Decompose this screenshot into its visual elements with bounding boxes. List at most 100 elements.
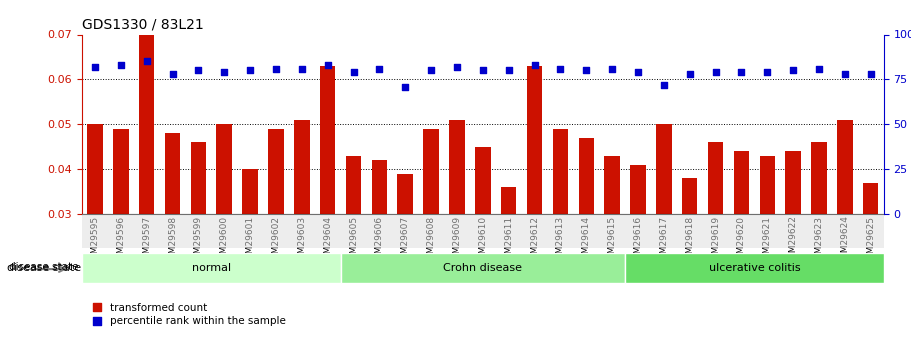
Text: GSM29615: GSM29615 [608, 216, 617, 265]
Text: GSM29598: GSM29598 [168, 216, 177, 265]
Point [139, 59, 154, 64]
Text: GSM29614: GSM29614 [582, 216, 590, 265]
Point [165, 71, 179, 77]
Text: GSM29605: GSM29605 [349, 216, 358, 265]
Point [786, 68, 801, 73]
Point [191, 68, 206, 73]
Bar [190, 142, 206, 345]
Text: GSM29623: GSM29623 [814, 216, 824, 265]
Point [217, 69, 231, 75]
Point [734, 69, 749, 75]
Bar [682, 178, 698, 345]
Point [837, 71, 852, 77]
Text: GSM29597: GSM29597 [142, 216, 151, 265]
Bar [656, 124, 671, 345]
Text: GSM29624: GSM29624 [840, 216, 849, 265]
Point [398, 84, 413, 89]
Text: GSM29603: GSM29603 [297, 216, 306, 265]
Bar [785, 151, 801, 345]
Text: GSM29612: GSM29612 [530, 216, 539, 265]
Text: GSM29622: GSM29622 [789, 216, 798, 265]
Bar [837, 120, 853, 345]
Text: GSM29618: GSM29618 [685, 216, 694, 265]
FancyBboxPatch shape [82, 254, 341, 283]
Text: GSM29609: GSM29609 [453, 216, 462, 265]
Text: GSM29610: GSM29610 [478, 216, 487, 265]
Bar [138, 34, 154, 345]
Bar [733, 151, 749, 345]
Legend: transformed count, percentile rank within the sample: transformed count, percentile rank withi… [87, 298, 291, 331]
Point [243, 68, 258, 73]
Bar [604, 156, 619, 345]
Text: GSM29621: GSM29621 [763, 216, 772, 265]
Text: GSM29600: GSM29600 [220, 216, 229, 265]
Bar [113, 129, 128, 345]
Point [424, 68, 438, 73]
Bar [501, 187, 517, 345]
Point [630, 69, 645, 75]
Point [114, 62, 128, 68]
Point [864, 71, 878, 77]
Text: normal: normal [191, 263, 230, 273]
Point [527, 62, 542, 68]
Text: GSM29608: GSM29608 [426, 216, 435, 265]
Text: GSM29606: GSM29606 [375, 216, 384, 265]
Text: GSM29613: GSM29613 [556, 216, 565, 265]
Bar [268, 129, 283, 345]
Text: GSM29604: GSM29604 [323, 216, 333, 265]
Bar [527, 66, 542, 345]
Point [812, 66, 826, 71]
Point [605, 66, 619, 71]
Point [682, 71, 697, 77]
Text: ulcerative colitis: ulcerative colitis [709, 263, 800, 273]
Bar [397, 174, 413, 345]
Bar [294, 120, 310, 345]
Point [87, 64, 102, 70]
Point [372, 66, 386, 71]
Text: GSM29602: GSM29602 [271, 216, 281, 265]
Bar [812, 142, 827, 345]
Text: disease state: disease state [9, 263, 78, 272]
Point [294, 66, 309, 71]
Bar [863, 183, 878, 345]
Text: Crohn disease: Crohn disease [444, 263, 522, 273]
Point [476, 68, 490, 73]
Text: GSM29611: GSM29611 [504, 216, 513, 265]
Bar [320, 66, 335, 345]
Bar [708, 142, 723, 345]
Text: GSM29625: GSM29625 [866, 216, 875, 265]
Bar [242, 169, 258, 345]
Point [269, 66, 283, 71]
Point [579, 68, 594, 73]
Text: GSM29601: GSM29601 [246, 216, 254, 265]
Text: GDS1330 / 83L21: GDS1330 / 83L21 [82, 18, 204, 32]
Text: GSM29617: GSM29617 [660, 216, 669, 265]
Bar [346, 156, 362, 345]
Point [346, 69, 361, 75]
Bar [449, 120, 465, 345]
Bar [424, 129, 439, 345]
Text: GSM29595: GSM29595 [90, 216, 99, 265]
Bar [578, 138, 594, 345]
FancyBboxPatch shape [341, 254, 625, 283]
Point [501, 68, 516, 73]
Text: GSM29596: GSM29596 [117, 216, 126, 265]
Point [708, 69, 722, 75]
Bar [553, 129, 568, 345]
Point [450, 64, 465, 70]
Bar [372, 160, 387, 345]
Point [760, 69, 774, 75]
Bar [630, 165, 646, 345]
Point [553, 66, 568, 71]
Bar [217, 124, 232, 345]
Bar [87, 124, 103, 345]
Bar [475, 147, 491, 345]
Bar [760, 156, 775, 345]
Text: disease state: disease state [6, 263, 81, 273]
Point [657, 82, 671, 88]
FancyBboxPatch shape [625, 254, 884, 283]
Text: GSM29607: GSM29607 [401, 216, 410, 265]
Text: GSM29619: GSM29619 [711, 216, 720, 265]
Text: GSM29620: GSM29620 [737, 216, 746, 265]
Text: GSM29616: GSM29616 [633, 216, 642, 265]
